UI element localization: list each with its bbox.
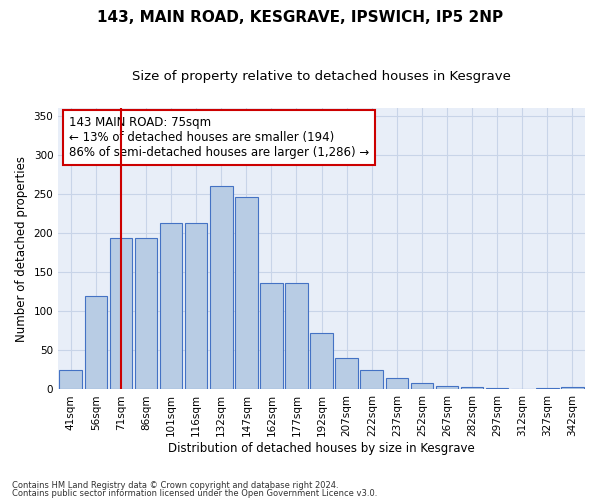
Text: 143, MAIN ROAD, KESGRAVE, IPSWICH, IP5 2NP: 143, MAIN ROAD, KESGRAVE, IPSWICH, IP5 2…	[97, 10, 503, 25]
Bar	[511, 388, 533, 390]
Bar	[310, 333, 333, 390]
Bar	[361, 370, 383, 390]
Text: Contains public sector information licensed under the Open Government Licence v3: Contains public sector information licen…	[12, 488, 377, 498]
Bar	[536, 388, 559, 390]
Y-axis label: Number of detached properties: Number of detached properties	[15, 156, 28, 342]
Bar	[59, 370, 82, 390]
Bar	[386, 378, 408, 390]
Bar	[260, 283, 283, 390]
Bar	[134, 238, 157, 390]
Bar	[461, 387, 484, 390]
Bar	[436, 386, 458, 390]
Bar	[235, 197, 257, 390]
Text: 143 MAIN ROAD: 75sqm
← 13% of detached houses are smaller (194)
86% of semi-deta: 143 MAIN ROAD: 75sqm ← 13% of detached h…	[69, 116, 369, 159]
Title: Size of property relative to detached houses in Kesgrave: Size of property relative to detached ho…	[132, 70, 511, 83]
Bar	[285, 283, 308, 390]
Bar	[486, 388, 508, 390]
Bar	[210, 186, 233, 390]
Bar	[561, 387, 584, 390]
Bar	[160, 223, 182, 390]
Bar	[85, 296, 107, 390]
Bar	[410, 383, 433, 390]
Bar	[110, 238, 132, 390]
Bar	[185, 223, 208, 390]
Bar	[335, 358, 358, 390]
Text: Contains HM Land Registry data © Crown copyright and database right 2024.: Contains HM Land Registry data © Crown c…	[12, 481, 338, 490]
X-axis label: Distribution of detached houses by size in Kesgrave: Distribution of detached houses by size …	[168, 442, 475, 455]
